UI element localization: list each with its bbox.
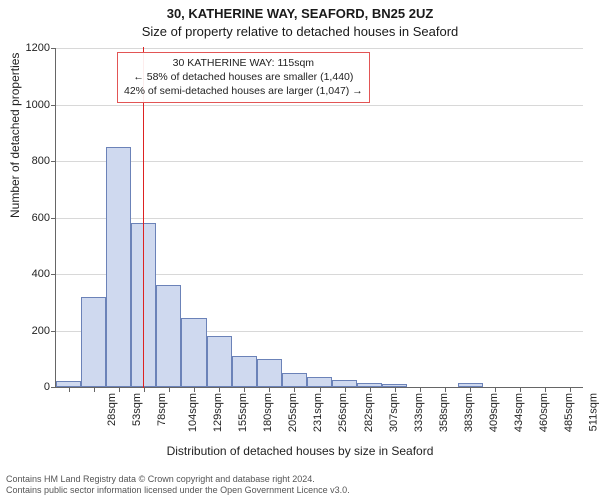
x-tick-label: 104sqm	[187, 393, 199, 432]
gridline	[56, 105, 583, 106]
histogram-bar	[207, 336, 232, 387]
x-tick-label: 409sqm	[488, 393, 500, 432]
gridline	[56, 48, 583, 49]
footer-line: Contains HM Land Registry data © Crown c…	[6, 474, 350, 485]
info-box: 30 KATHERINE WAY: 115sqm← 58% of detache…	[117, 52, 370, 103]
footer-line: Contains public sector information licen…	[6, 485, 350, 496]
x-tick-label: 256sqm	[338, 393, 350, 432]
x-tick-label: 307sqm	[388, 393, 400, 432]
y-tick-label: 600	[32, 212, 50, 224]
x-axis-label: Distribution of detached houses by size …	[0, 444, 600, 458]
histogram-bar	[257, 359, 282, 387]
info-box-line: ← 58% of detached houses are smaller (1,…	[124, 70, 363, 84]
x-tick-label: 511sqm	[588, 393, 600, 431]
x-tick-mark	[144, 387, 145, 392]
info-box-line: 30 KATHERINE WAY: 115sqm	[124, 56, 363, 70]
chart-title-sub: Size of property relative to detached ho…	[0, 24, 600, 39]
y-tick-label: 800	[32, 155, 50, 167]
x-tick-label: 129sqm	[212, 393, 224, 432]
x-tick-mark	[269, 387, 270, 392]
y-tick-mark	[51, 218, 56, 219]
x-tick-mark	[244, 387, 245, 392]
x-tick-mark	[395, 387, 396, 392]
x-tick-mark	[320, 387, 321, 392]
x-tick-mark	[94, 387, 95, 392]
x-tick-label: 180sqm	[262, 393, 274, 432]
x-tick-mark	[294, 387, 295, 392]
y-tick-mark	[51, 161, 56, 162]
histogram-bar	[332, 380, 357, 387]
x-tick-mark	[570, 387, 571, 392]
x-tick-label: 205sqm	[287, 393, 299, 432]
x-tick-mark	[470, 387, 471, 392]
y-tick-mark	[51, 274, 56, 275]
histogram-bar	[181, 318, 206, 387]
histogram-bar	[106, 147, 131, 387]
x-tick-label: 53sqm	[131, 393, 143, 426]
y-tick-mark	[51, 105, 56, 106]
y-tick-label: 0	[44, 381, 50, 393]
x-tick-label: 155sqm	[237, 393, 249, 432]
x-tick-mark	[520, 387, 521, 392]
x-tick-label: 383sqm	[463, 393, 475, 432]
x-tick-label: 460sqm	[538, 393, 550, 432]
x-tick-mark	[194, 387, 195, 392]
y-tick-label: 200	[32, 325, 50, 337]
x-tick-mark	[69, 387, 70, 392]
y-tick-mark	[51, 331, 56, 332]
histogram-bar	[131, 223, 156, 387]
x-tick-mark	[219, 387, 220, 392]
x-tick-mark	[119, 387, 120, 392]
chart-title-main: 30, KATHERINE WAY, SEAFORD, BN25 2UZ	[0, 6, 600, 21]
histogram-bar	[156, 285, 181, 387]
x-tick-mark	[420, 387, 421, 392]
histogram-bar	[232, 356, 257, 387]
x-tick-mark	[495, 387, 496, 392]
x-tick-label: 282sqm	[363, 393, 375, 432]
x-tick-mark	[169, 387, 170, 392]
plot-area: 02004006008001000120028sqm53sqm78sqm104s…	[55, 48, 583, 388]
gridline	[56, 161, 583, 162]
footer-attribution: Contains HM Land Registry data © Crown c…	[6, 474, 350, 497]
gridline	[56, 218, 583, 219]
x-tick-label: 28sqm	[106, 393, 118, 426]
y-axis-label: Number of detached properties	[8, 53, 22, 218]
x-tick-mark	[545, 387, 546, 392]
x-tick-label: 434sqm	[513, 393, 525, 432]
chart-container: 30, KATHERINE WAY, SEAFORD, BN25 2UZ Siz…	[0, 0, 600, 500]
y-tick-mark	[51, 387, 56, 388]
y-tick-label: 1000	[26, 99, 50, 111]
x-tick-label: 485sqm	[563, 393, 575, 432]
histogram-bar	[307, 377, 332, 387]
histogram-bar	[81, 297, 106, 387]
histogram-bar	[282, 373, 307, 387]
x-tick-mark	[370, 387, 371, 392]
x-tick-mark	[345, 387, 346, 392]
x-tick-label: 231sqm	[312, 393, 324, 432]
x-tick-label: 78sqm	[156, 393, 168, 426]
y-tick-label: 400	[32, 268, 50, 280]
x-tick-label: 333sqm	[413, 393, 425, 432]
x-tick-mark	[445, 387, 446, 392]
info-box-line: 42% of semi-detached houses are larger (…	[124, 84, 363, 98]
y-tick-mark	[51, 48, 56, 49]
x-tick-label: 358sqm	[438, 393, 450, 432]
y-tick-label: 1200	[26, 42, 50, 54]
